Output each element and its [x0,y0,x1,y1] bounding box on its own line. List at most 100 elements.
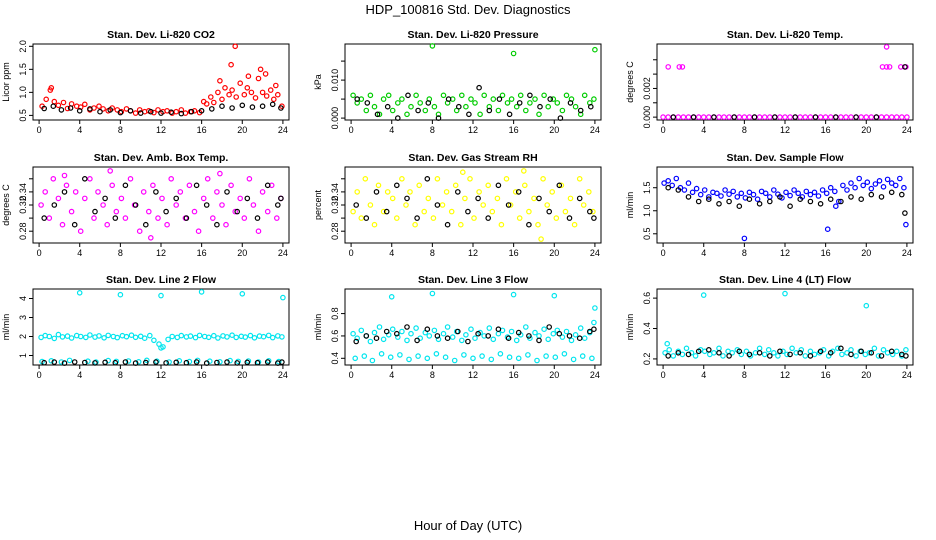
y-tick-label: 0.5 [18,109,28,122]
figure-xlabel: Hour of Day (UTC) [414,518,522,533]
data-point [817,201,824,207]
data-point [263,93,270,99]
data-point [580,202,587,208]
data-point [888,114,895,120]
data-point [444,221,451,228]
data-point [525,352,531,358]
data-point [61,189,68,195]
data-point [789,345,795,352]
data-point [350,330,356,337]
data-point [64,105,71,112]
data-point [750,191,757,198]
data-point [775,353,781,359]
data-point [718,193,724,199]
plot-frame [656,43,914,121]
x-tick-label: 16 [821,125,831,135]
data-point [373,335,380,342]
data-point [766,198,773,205]
data-point [51,98,58,105]
data-point [211,332,217,339]
data-point [87,176,93,182]
data-point [508,328,515,335]
data-point [531,195,537,202]
data-point [72,189,79,195]
data-point [424,355,431,362]
data-point [853,114,859,120]
data-point [388,293,395,300]
x-tick-label: 20 [237,248,247,258]
data-point [716,114,722,120]
data-point [158,345,164,351]
data-point [848,194,854,200]
x-tick-label: 16 [509,370,519,380]
data-point [576,176,583,182]
data-point [435,115,442,121]
x-tick-label: 4 [389,248,394,258]
data-point [233,94,240,100]
data-point [504,334,511,340]
data-point [558,182,565,189]
data-point [860,182,867,189]
data-point [259,89,266,96]
data-point [838,345,844,352]
data-point [559,107,566,114]
data-point [878,114,885,120]
data-point [404,111,410,118]
data-point [716,349,722,356]
data-point [143,359,149,366]
data-point [459,169,466,176]
data-point [811,189,818,196]
y-axis-label: Licor ppm [1,62,11,102]
data-point [756,345,763,352]
data-point [208,94,214,100]
data-point [680,114,687,120]
data-point [797,114,804,120]
panel-4: Stan. Dev. Amb. Box Temp. 0 4 8 12 16 20 24 0.28… [1,152,290,258]
x-tick-label: 12 [780,248,790,258]
data-point [76,108,83,114]
data-point [150,182,156,189]
data-point [354,335,361,342]
data-point [452,182,459,189]
data-point [546,208,553,215]
data-point [408,103,414,110]
data-point [361,353,368,359]
data-point [591,326,597,333]
data-point [802,114,809,120]
data-point [250,202,257,208]
data-point [42,189,49,195]
data-point [244,359,251,366]
data-point [443,189,450,195]
data-point [217,358,223,365]
data-point [82,101,88,108]
x-tick-label: 12 [780,370,790,380]
data-point [515,355,522,362]
data-point [695,114,702,120]
data-point [279,334,285,340]
panel-title: Stan. Dev. Line 3 Flow [418,274,529,286]
data-point [893,348,900,355]
x-tick-label: 0 [661,125,666,135]
data-point [681,187,688,193]
data-point [247,332,254,339]
data-point [385,92,392,99]
data-point [526,333,532,339]
data-point [279,359,285,365]
data-point [104,221,111,228]
data-point [888,189,895,196]
series-2 [670,64,908,120]
y-axis-label: percent [313,189,323,220]
data-point [892,182,899,189]
data-point [117,291,124,298]
data-point [417,100,424,106]
data-point [761,351,768,358]
data-point [756,201,763,207]
panel-title: Stan. Dev. Sample Flow [726,152,844,164]
data-point [665,184,672,191]
data-point [472,100,478,106]
data-point [661,180,667,186]
data-point [393,330,400,337]
x-tick-label: 16 [509,125,519,135]
data-point [422,107,429,114]
y-axis-label: kPa [313,74,323,90]
